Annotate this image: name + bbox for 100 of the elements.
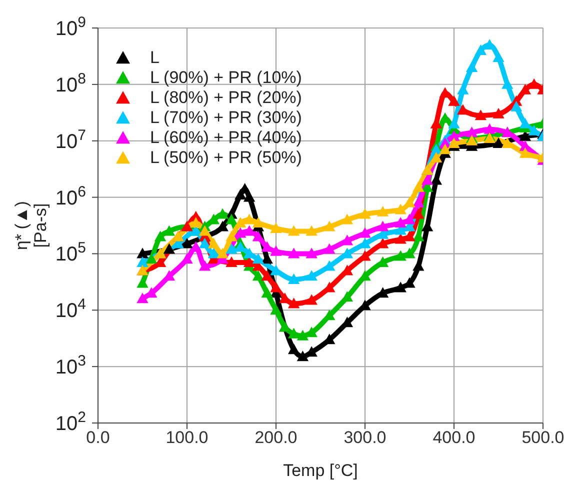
- point: [226, 256, 237, 267]
- x-tick-label: 500.0: [522, 428, 564, 448]
- point: [137, 256, 148, 267]
- y-tick-label: 10$^{8}$: [55, 70, 86, 96]
- point: [297, 351, 308, 362]
- point: [422, 174, 433, 185]
- point: [288, 274, 300, 284]
- y-tick-label: 10$^{5}$: [55, 239, 86, 266]
- point: [252, 231, 264, 242]
- point: [502, 78, 513, 89]
- point: [360, 208, 370, 219]
- point: [395, 250, 406, 261]
- point: [288, 344, 300, 354]
- point: [252, 218, 264, 228]
- x-tick-label: 200.0: [254, 428, 298, 448]
- point: [448, 118, 460, 128]
- point: [208, 238, 220, 248]
- point: [244, 192, 255, 202]
- point: [466, 127, 478, 138]
- legend-label: L (50%) + PR (50%): [150, 148, 302, 168]
- point: [306, 294, 318, 305]
- point: [234, 218, 246, 228]
- point: [146, 254, 157, 264]
- point: [493, 138, 504, 148]
- legend-label: L (70%) + PR (30%): [150, 108, 302, 128]
- point: [288, 328, 300, 338]
- y-axis-title: η* (▲) [Pa-s]: [12, 201, 50, 250]
- point: [164, 226, 175, 236]
- point: [270, 246, 282, 256]
- point: [217, 248, 228, 258]
- point: [528, 125, 540, 136]
- x-tick-label: 400.0: [432, 428, 476, 448]
- point: [217, 208, 228, 219]
- point: [520, 84, 531, 94]
- point: [208, 248, 220, 258]
- legend-label: L: [150, 48, 160, 68]
- point: [395, 218, 406, 228]
- point: [377, 206, 388, 216]
- point: [440, 144, 451, 154]
- point: [154, 256, 166, 267]
- point: [226, 244, 237, 254]
- point: [137, 248, 148, 258]
- y-tick-label: 10$^{6}$: [55, 182, 86, 210]
- point: [262, 270, 273, 281]
- point: [190, 218, 202, 228]
- point: [484, 133, 496, 144]
- point: [137, 278, 148, 288]
- point: [270, 222, 282, 233]
- point: [154, 231, 166, 242]
- point: [484, 124, 496, 134]
- point: [475, 44, 486, 55]
- y-tick-label: 10$^{3}$: [55, 352, 86, 379]
- point: [404, 197, 415, 208]
- point: [412, 208, 424, 219]
- point: [448, 138, 460, 148]
- legend-label: L (80%) + PR (20%): [150, 88, 302, 108]
- point: [199, 238, 210, 248]
- point: [199, 260, 210, 271]
- legend-label: L (90%) + PR (10%): [150, 68, 302, 88]
- point: [252, 270, 264, 281]
- point: [360, 270, 370, 281]
- point: [395, 204, 406, 214]
- x-tick-label: 100.0: [166, 428, 208, 448]
- point: [244, 256, 255, 267]
- point: [342, 214, 353, 224]
- point: [306, 248, 318, 258]
- point: [520, 148, 531, 158]
- point: [404, 231, 415, 242]
- point: [412, 182, 424, 192]
- point: [377, 221, 388, 232]
- point: [324, 244, 335, 254]
- point: [395, 234, 406, 244]
- point: [252, 254, 264, 264]
- point: [510, 101, 522, 112]
- point: [493, 108, 504, 118]
- point: [297, 330, 308, 340]
- point: [404, 248, 415, 258]
- point: [475, 110, 486, 120]
- point: [270, 282, 282, 292]
- point: [244, 214, 255, 224]
- point: [360, 228, 370, 238]
- point: [199, 226, 210, 236]
- point: [520, 130, 531, 141]
- y-tick-label: 10$^{7}$: [55, 126, 86, 153]
- x-tick-label: 0.0: [86, 428, 110, 448]
- point: [190, 242, 202, 252]
- point: [457, 84, 468, 94]
- point: [306, 327, 318, 338]
- point: [137, 293, 148, 304]
- x-tick-label: 300.0: [344, 428, 386, 448]
- y-tick-label: 10$^{9}$: [55, 14, 86, 40]
- point: [404, 214, 415, 224]
- point: [288, 298, 300, 308]
- point: [262, 288, 273, 298]
- point: [288, 248, 300, 258]
- point: [306, 270, 318, 281]
- point: [324, 221, 335, 232]
- x-axis-title: Temp [°C]: [283, 461, 358, 480]
- point: [342, 292, 353, 302]
- point: [244, 226, 255, 236]
